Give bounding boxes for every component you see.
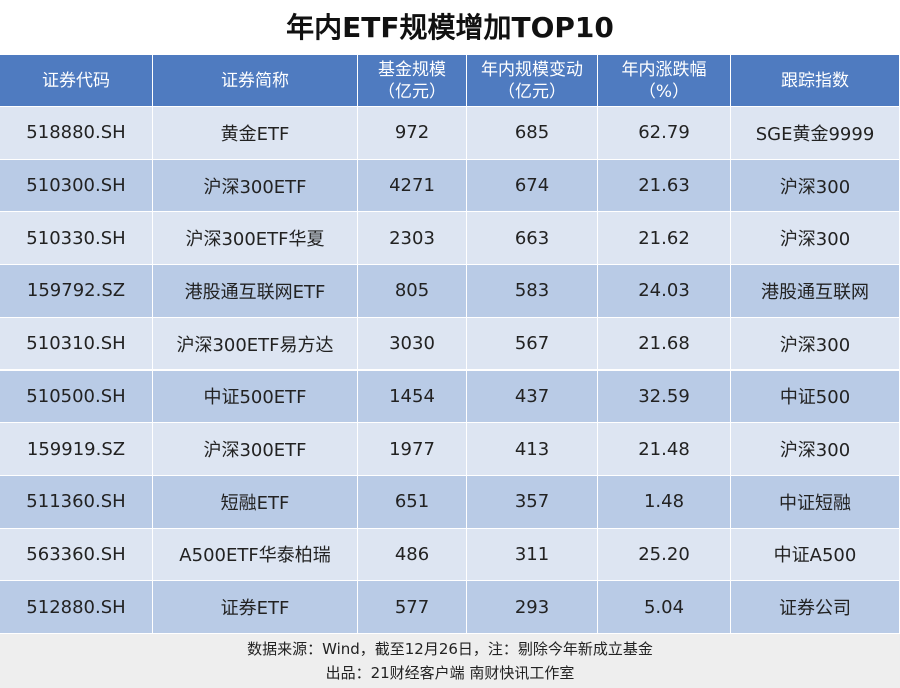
table-cell: 证券ETF (153, 581, 358, 634)
header-cell: 跟踪指数 (731, 55, 900, 107)
header-text: 年内规模变动 (481, 59, 583, 80)
table-cell: 短融ETF (153, 475, 358, 529)
table-cell: 563360.SH (0, 528, 153, 582)
table-cell: 港股通互联网 (731, 265, 900, 318)
table-cell: 663 (467, 212, 598, 266)
header-cell: 证券代码 (0, 55, 153, 107)
table-cell: 805 (358, 265, 467, 318)
header-text: 基金规模 (378, 59, 446, 80)
table-cell: 沪深300ETF华夏 (153, 212, 358, 266)
header-text: 年内涨跌幅 (621, 59, 707, 80)
table-cell: 567 (467, 317, 598, 371)
table-cell: 510300.SH (0, 159, 153, 213)
header-cell: 基金规模 （亿元） (358, 55, 467, 107)
table-cell: 沪深300 (731, 423, 900, 476)
header-cell: 证券简称 (153, 55, 358, 107)
table-cell: 510330.SH (0, 212, 153, 266)
header-cell: 年内涨跌幅 （%） (598, 55, 731, 107)
header-text: （%） (638, 81, 690, 102)
table-cell: 中证500ETF (153, 370, 358, 424)
table-cell: 518880.SH (0, 107, 153, 160)
table-cell: 413 (467, 423, 598, 476)
table-cell: 港股通互联网ETF (153, 265, 358, 318)
table-cell: 674 (467, 159, 598, 213)
table-cell: 510310.SH (0, 317, 153, 371)
table-cell: SGE黄金9999 (731, 107, 900, 160)
header-text: 跟踪指数 (781, 70, 849, 91)
table-cell: 3030 (358, 317, 467, 371)
table-cell: 159919.SZ (0, 423, 153, 476)
table-cell: 沪深300ETF (153, 159, 358, 213)
table-cell: 1454 (358, 370, 467, 424)
table-cell: 685 (467, 107, 598, 160)
table-cell: 4271 (358, 159, 467, 213)
table-cell: 583 (467, 265, 598, 318)
table-cell: 32.59 (598, 370, 731, 424)
header-text: 证券代码 (42, 70, 110, 91)
table-cell: 972 (358, 107, 467, 160)
table-cell: 651 (358, 475, 467, 529)
table-cell: 中证短融 (731, 475, 900, 529)
title: 年内ETF规模增加TOP10 (286, 11, 614, 44)
footer: 数据来源：Wind，截至12月26日，注：剔除今年新成立基金 出品：21财经客户端… (0, 634, 900, 688)
table-cell: 437 (467, 370, 598, 424)
footer-line: 数据来源：Wind，截至12月26日，注：剔除今年新成立基金 (247, 640, 653, 658)
table-cell: 5.04 (598, 581, 731, 634)
table-cell: 62.79 (598, 107, 731, 160)
table-cell: 沪深300 (731, 212, 900, 266)
table-cell: 21.62 (598, 212, 731, 266)
table-cell: 25.20 (598, 528, 731, 582)
table-cell: 1.48 (598, 475, 731, 529)
table-cell: 沪深300ETF (153, 423, 358, 476)
table-cell: 21.68 (598, 317, 731, 371)
table-cell: 沪深300 (731, 317, 900, 371)
table-cell: 512880.SH (0, 581, 153, 634)
table-cell: 311 (467, 528, 598, 582)
footer-line: 出品：21财经客户端 南财快讯工作室 (325, 664, 575, 682)
table-cell: 沪深300ETF易方达 (153, 317, 358, 371)
header-text: （亿元） (378, 81, 446, 102)
table-cell: 159792.SZ (0, 265, 153, 318)
table-cell: 510500.SH (0, 370, 153, 424)
table-cell: 293 (467, 581, 598, 634)
table-cell: 中证A500 (731, 528, 900, 582)
table-cell: 1977 (358, 423, 467, 476)
header-text: 证券简称 (221, 70, 289, 91)
table-cell: 黄金ETF (153, 107, 358, 160)
table-cell: 511360.SH (0, 475, 153, 529)
table-cell: 577 (358, 581, 467, 634)
table-cell: 357 (467, 475, 598, 529)
table-cell: 24.03 (598, 265, 731, 318)
table-cell: 2303 (358, 212, 467, 266)
table-cell: 中证500 (731, 370, 900, 424)
table-cell: A500ETF华泰柏瑞 (153, 528, 358, 582)
header-cell: 年内规模变动 （亿元） (467, 55, 598, 107)
header-text: （亿元） (498, 81, 566, 102)
table-cell: 21.48 (598, 423, 731, 476)
table-cell: 证券公司 (731, 581, 900, 634)
table-cell: 沪深300 (731, 159, 900, 213)
table-cell: 486 (358, 528, 467, 582)
table-cell: 21.63 (598, 159, 731, 213)
